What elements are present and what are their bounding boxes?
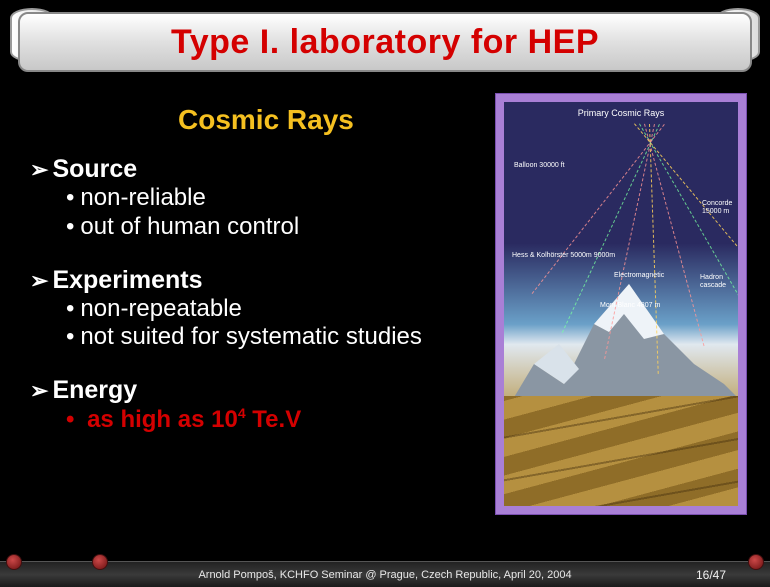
bullet: not suited for systematic studies <box>66 323 470 352</box>
figure-label: Electromagnetic <box>614 272 664 280</box>
figure-label: Mont Blanc 4807 m <box>600 302 660 310</box>
footer-ornament-icon <box>6 554 22 570</box>
section-head: Experiments <box>30 266 470 295</box>
energy-suffix: Te.V <box>246 406 302 433</box>
bullet: non-repeatable <box>66 295 470 324</box>
figure-label: Hadron cascade <box>700 274 738 289</box>
energy-prefix: as high as 10 <box>87 406 238 433</box>
footer-ornament-icon <box>748 554 764 570</box>
page-number: 16/47 <box>696 568 726 582</box>
footer-text: Arnold Pompoš, KCHFO Seminar @ Prague, C… <box>0 569 770 581</box>
bullet: non-reliable <box>66 184 470 213</box>
slide-subtitle: Cosmic Rays <box>178 104 354 136</box>
footer-ornament-icon <box>92 554 108 570</box>
section-head: Source <box>30 155 470 184</box>
figure-caption: Primary Cosmic Rays <box>504 108 738 118</box>
title-banner: Type I. laboratory for HEP <box>18 12 752 72</box>
footer-bar: Arnold Pompoš, KCHFO Seminar @ Prague, C… <box>0 561 770 587</box>
cosmic-ray-line <box>532 124 665 294</box>
slide-title: Type I. laboratory for HEP <box>171 23 599 62</box>
content-area: Source non-reliable out of human control… <box>30 155 470 458</box>
section-source: Source non-reliable out of human control <box>30 155 470 242</box>
section-experiments: Experiments non-repeatable not suited fo… <box>30 266 470 353</box>
figure-label: Concorde 15000 m <box>702 200 738 215</box>
cosmic-ray-figure: Primary Cosmic Rays Balloon 30000 ft Conc… <box>496 94 746 514</box>
mountain-svg <box>504 274 746 414</box>
section-energy: Energy as high as 104 Te.V <box>30 376 470 434</box>
energy-value: as high as 104 Te.V <box>66 405 470 434</box>
ground-strata <box>504 396 738 506</box>
figure-label: Hess & Kolhörster 5000m 9000m <box>512 252 615 260</box>
figure-label: Balloon 30000 ft <box>514 162 565 170</box>
energy-exponent: 4 <box>238 405 246 421</box>
section-head: Energy <box>30 376 470 405</box>
bullet: out of human control <box>66 213 470 242</box>
